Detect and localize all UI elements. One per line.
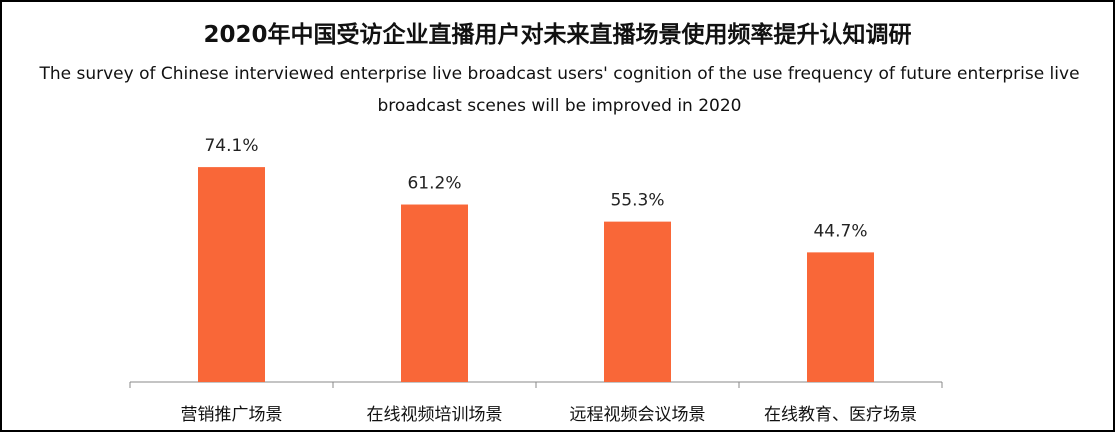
bar <box>401 204 468 382</box>
category-label: 营销推广场景 <box>181 405 283 425</box>
bar <box>198 167 265 382</box>
data-label: 44.7% <box>813 221 867 241</box>
category-label: 在线教育、医疗场景 <box>764 405 917 425</box>
data-label: 55.3% <box>610 191 664 211</box>
bar <box>807 252 874 382</box>
category-label: 在线视频培训场景 <box>367 405 503 425</box>
category-label: 远程视频会议场景 <box>570 405 706 425</box>
data-label: 61.2% <box>407 174 461 194</box>
data-label: 74.1% <box>204 136 258 156</box>
chart-title: 2020年中国受访企业直播用户对未来直播场景使用频率提升认知调研 <box>203 22 912 48</box>
chart-subtitle: The survey of Chinese interviewed enterp… <box>39 64 1080 116</box>
bar <box>604 221 671 382</box>
